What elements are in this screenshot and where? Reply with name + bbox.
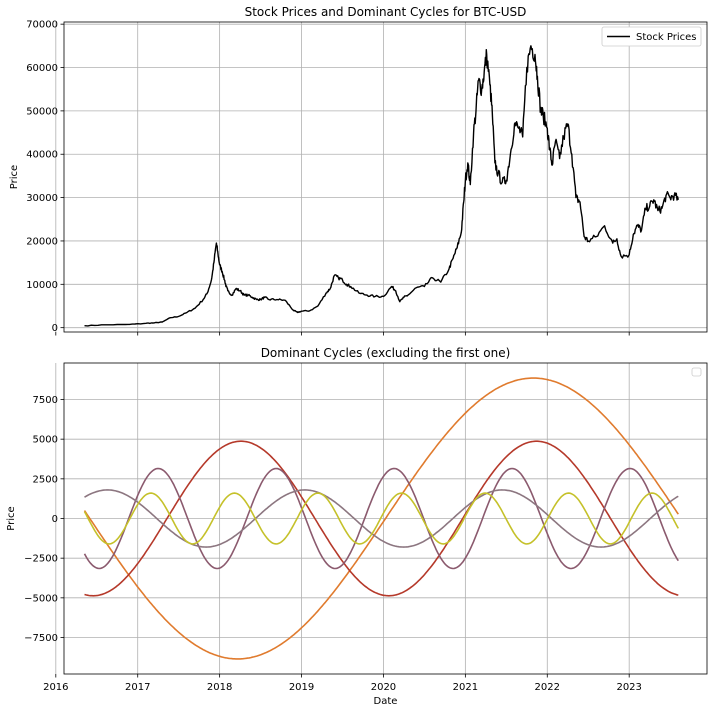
y-tick-label: 40000 [26, 150, 58, 161]
cycle-line-3 [83, 467, 679, 570]
y-tick-label: 7500 [33, 395, 58, 406]
cycle-line-5 [83, 492, 679, 545]
y-tick-label: 0 [52, 514, 58, 525]
dominant-cycles-y-axis-label: Price [6, 506, 17, 530]
y-tick-label: 5000 [33, 435, 58, 446]
dominant-cycles-x-axis-label: Date [374, 696, 398, 707]
stock-price-grid [55, 22, 707, 332]
x-tick-label: 2020 [371, 682, 396, 693]
stock-price-legend: Stock Prices [601, 26, 702, 47]
y-tick-label: 70000 [26, 20, 58, 31]
y-tick-label: 2500 [33, 474, 58, 485]
y-tick-label: 30000 [26, 193, 58, 204]
legend-box [601, 26, 702, 47]
dominant-cycles-ticks: −7500 −5000 −2500 0 2500 5000 7500 2016 2017 2018… [24, 395, 642, 693]
x-tick-label: 2021 [453, 682, 478, 693]
stock-price-chart-title: Stock Prices and Dominant Cycles for BTC… [245, 5, 527, 19]
y-tick-label: 10000 [26, 280, 58, 291]
cycle-line-1 [83, 377, 679, 660]
stock-prices-line [84, 45, 679, 327]
x-tick-label: 2016 [43, 682, 68, 693]
dominant-cycles-series [83, 377, 679, 660]
x-tick-label: 2023 [616, 682, 641, 693]
x-tick-label: 2017 [125, 682, 150, 693]
y-tick-label: −5000 [24, 593, 58, 604]
cycle-line-4 [84, 489, 679, 548]
y-tick-label: 0 [52, 323, 58, 334]
stock-price-y-axis-label: Price [9, 165, 20, 189]
dominant-cycles-chart-title: Dominant Cycles (excluding the first one… [261, 346, 511, 360]
stock-price-axes-frame [63, 21, 708, 333]
stock-price-series [84, 45, 679, 327]
stock-price-ticks: 0 10000 20000 30000 40000 50000 60000 70000 [26, 20, 630, 336]
y-tick-label: 20000 [26, 236, 58, 247]
stock-price-panel: 0 10000 20000 30000 40000 50000 60000 70000 Sto… [9, 5, 708, 336]
x-tick-label: 2022 [535, 682, 560, 693]
x-tick-label: 2019 [289, 682, 314, 693]
y-tick-label: 60000 [26, 63, 58, 74]
x-tick-label: 2018 [207, 682, 232, 693]
y-tick-label: 50000 [26, 106, 58, 117]
empty-legend-box [691, 367, 702, 377]
y-tick-label: −2500 [24, 554, 58, 565]
cycle-line-2 [84, 440, 679, 597]
legend-label-stock-prices: Stock Prices [636, 32, 696, 43]
dominant-cycles-panel: −7500 −5000 −2500 0 2500 5000 7500 2016 2017 2018… [6, 346, 708, 707]
y-tick-label: −7500 [24, 633, 58, 644]
